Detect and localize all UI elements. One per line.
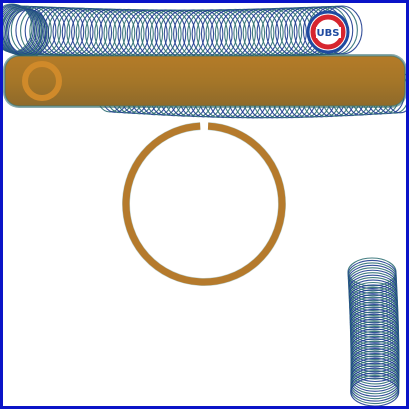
slider-bar[interactable] <box>3 54 407 108</box>
team-logo-icon: UBS <box>306 10 350 54</box>
cursor-ring-icon <box>121 121 286 286</box>
team-logo-text: UBS <box>317 28 340 39</box>
slider-head-ring-icon[interactable] <box>22 61 62 101</box>
slider-trail-bottom <box>347 257 400 407</box>
